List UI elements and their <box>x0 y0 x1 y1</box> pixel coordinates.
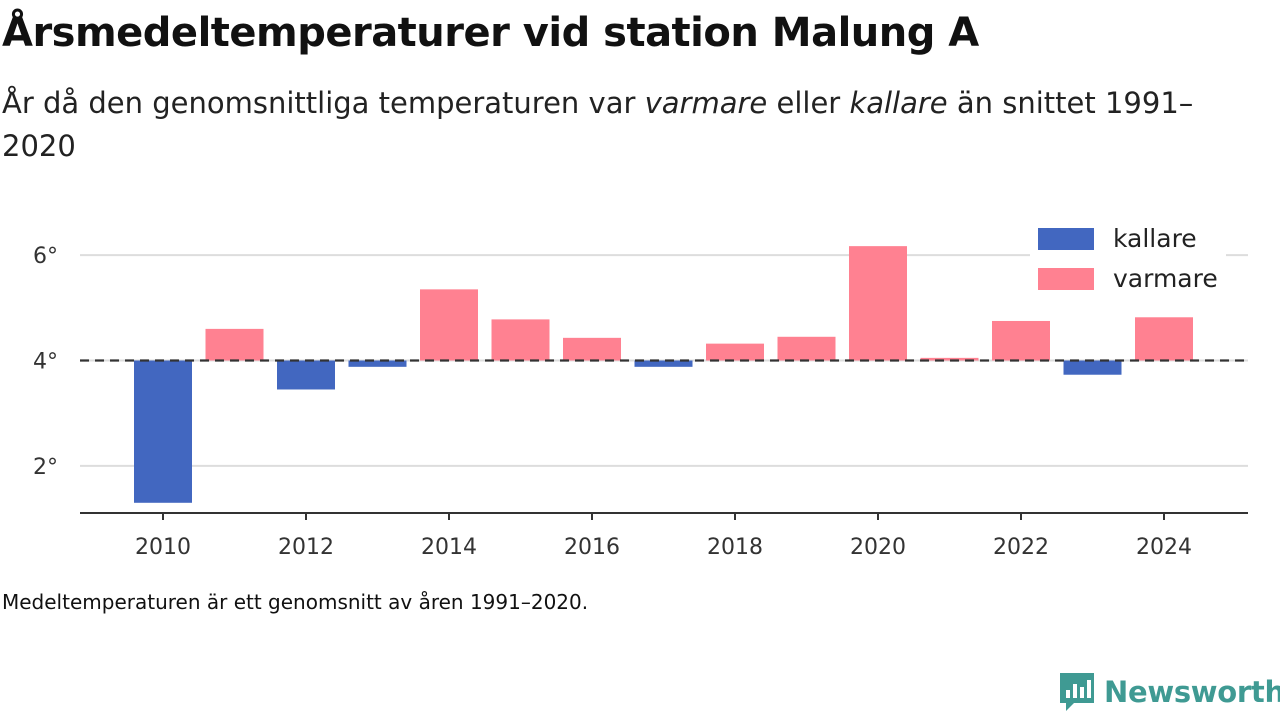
bar-2011 <box>205 328 264 361</box>
bar-2021 <box>920 357 979 361</box>
x-tick-label: 2018 <box>707 535 763 560</box>
subtitle-post: än snittet 1991–2020 <box>2 86 1194 163</box>
subtitle-warm: varmare <box>644 86 768 120</box>
newsworthy-logo-icon <box>1060 673 1094 711</box>
subtitle-mid: eller <box>767 86 850 120</box>
bar-2024 <box>1135 317 1193 361</box>
chart-footnote: Medeltemperaturen är ett genomsnitt av å… <box>2 590 589 614</box>
x-tick-label: 2010 <box>135 535 191 560</box>
newsworthy-logo-text: Newsworthy <box>1104 675 1280 709</box>
subtitle-cold: kallare <box>849 86 948 120</box>
y-tick-label: 2° <box>33 455 58 480</box>
x-tick-label: 2014 <box>421 535 477 560</box>
bar-2016 <box>563 337 621 361</box>
legend-label-varmare: varmare <box>1113 264 1218 293</box>
x-tick-label: 2024 <box>1136 535 1192 560</box>
x-tick-label: 2022 <box>993 535 1049 560</box>
newsworthy-logo: Newsworthy <box>1058 670 1280 714</box>
bar-2014 <box>420 289 478 361</box>
y-tick-label: 4° <box>33 350 58 375</box>
bar-2018 <box>706 343 764 361</box>
chart-subtitle: År då den genomsnittliga temperaturen va… <box>2 82 1202 168</box>
legend-swatch-kallare <box>1038 228 1094 250</box>
bar-2019 <box>777 336 836 361</box>
y-tick-label: 6° <box>33 244 58 269</box>
legend-label-kallare: kallare <box>1113 224 1197 253</box>
bar-2023 <box>1063 360 1122 375</box>
chart-title: Årsmedeltemperaturer vid station Malung … <box>2 10 979 56</box>
x-tick-label: 2020 <box>850 535 906 560</box>
bar-2017 <box>634 360 693 367</box>
bar-2015 <box>491 319 550 361</box>
bar-2012 <box>277 360 335 390</box>
x-tick-label: 2016 <box>564 535 620 560</box>
bar-chart: 2° 4° 6° 2010 2012 2014 2016 2018 2020 2022 2024 ka… <box>33 218 1248 560</box>
bar-2022 <box>992 320 1050 361</box>
bar-2010 <box>134 360 192 503</box>
subtitle-pre: År då den genomsnittliga temperaturen va… <box>2 86 645 120</box>
bar-2013 <box>348 360 407 367</box>
x-tick-label: 2012 <box>278 535 334 560</box>
bar-2020 <box>849 246 907 361</box>
legend-swatch-varmare <box>1038 268 1094 290</box>
